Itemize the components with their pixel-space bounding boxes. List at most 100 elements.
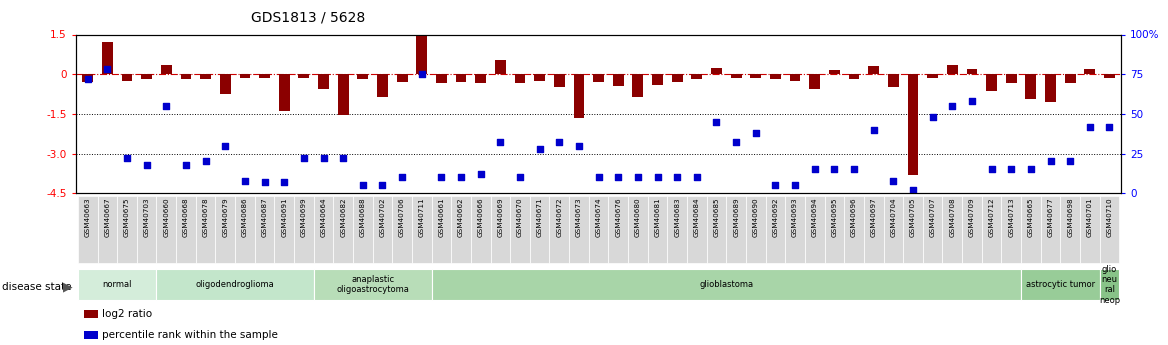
Text: GSM40702: GSM40702: [380, 197, 385, 237]
FancyBboxPatch shape: [235, 196, 255, 263]
Bar: [1006, 74, 1016, 83]
FancyBboxPatch shape: [785, 196, 805, 263]
FancyBboxPatch shape: [157, 196, 176, 263]
Text: GSM40710: GSM40710: [1106, 197, 1112, 237]
FancyBboxPatch shape: [1021, 269, 1099, 300]
Point: [530, 146, 549, 151]
Text: GSM40712: GSM40712: [988, 197, 995, 237]
Text: GSM40699: GSM40699: [301, 197, 307, 237]
Point: [1100, 124, 1119, 129]
Text: GSM40705: GSM40705: [910, 197, 916, 237]
FancyBboxPatch shape: [765, 196, 785, 263]
Point: [432, 175, 451, 180]
Bar: [220, 74, 230, 94]
Point: [472, 171, 491, 177]
Bar: [652, 74, 663, 85]
FancyBboxPatch shape: [1080, 196, 1099, 263]
Point: [491, 140, 509, 145]
Point: [844, 167, 863, 172]
Text: GSM40676: GSM40676: [616, 197, 621, 237]
Text: oligodendroglioma: oligodendroglioma: [196, 280, 274, 289]
FancyBboxPatch shape: [137, 196, 157, 263]
Bar: [397, 74, 408, 82]
Point: [157, 103, 175, 109]
FancyBboxPatch shape: [314, 269, 432, 300]
Bar: [986, 74, 997, 91]
FancyBboxPatch shape: [943, 196, 962, 263]
Bar: [868, 66, 880, 74]
Text: GSM40694: GSM40694: [812, 197, 818, 237]
Point: [904, 187, 923, 193]
Bar: [515, 74, 526, 83]
Text: GSM40663: GSM40663: [85, 197, 91, 237]
FancyBboxPatch shape: [117, 196, 137, 263]
Bar: [750, 74, 762, 78]
Text: GSM40660: GSM40660: [164, 197, 169, 237]
Point: [314, 156, 333, 161]
Point: [1022, 167, 1041, 172]
Point: [884, 178, 903, 183]
Text: GSM40666: GSM40666: [478, 197, 484, 237]
Bar: [82, 74, 93, 82]
FancyBboxPatch shape: [1099, 269, 1119, 300]
Text: GSM40707: GSM40707: [930, 197, 936, 237]
Point: [628, 175, 647, 180]
Point: [118, 156, 137, 161]
FancyBboxPatch shape: [412, 196, 432, 263]
FancyBboxPatch shape: [569, 196, 589, 263]
Bar: [1065, 74, 1076, 83]
Point: [334, 156, 353, 161]
Text: GSM40683: GSM40683: [674, 197, 680, 237]
Text: GSM40703: GSM40703: [144, 197, 150, 237]
Text: GSM40686: GSM40686: [242, 197, 248, 237]
Bar: [338, 74, 348, 115]
FancyBboxPatch shape: [78, 269, 157, 300]
FancyBboxPatch shape: [1021, 196, 1041, 263]
FancyBboxPatch shape: [294, 196, 314, 263]
Bar: [416, 36, 427, 74]
Text: GSM40691: GSM40691: [281, 197, 287, 237]
Point: [806, 167, 825, 172]
FancyBboxPatch shape: [667, 196, 687, 263]
Text: GSM40685: GSM40685: [714, 197, 719, 237]
FancyBboxPatch shape: [549, 196, 569, 263]
FancyBboxPatch shape: [471, 196, 491, 263]
Text: glio
neu
ral
neop: glio neu ral neop: [1099, 265, 1120, 305]
Bar: [731, 74, 742, 78]
Bar: [554, 74, 564, 87]
FancyBboxPatch shape: [628, 196, 648, 263]
Point: [176, 162, 195, 167]
FancyBboxPatch shape: [215, 196, 235, 263]
Point: [609, 175, 627, 180]
Text: GSM40678: GSM40678: [202, 197, 209, 237]
FancyBboxPatch shape: [432, 269, 1021, 300]
Text: GSM40692: GSM40692: [772, 197, 778, 237]
Bar: [927, 74, 938, 78]
Point: [589, 175, 607, 180]
Text: GSM40674: GSM40674: [596, 197, 602, 237]
Text: GSM40696: GSM40696: [851, 197, 857, 237]
Text: percentile rank within the sample: percentile rank within the sample: [102, 330, 278, 339]
Text: GSM40664: GSM40664: [320, 197, 327, 237]
Text: GSM40661: GSM40661: [438, 197, 444, 237]
FancyBboxPatch shape: [510, 196, 530, 263]
Point: [138, 162, 157, 167]
Bar: [239, 74, 250, 78]
Point: [707, 119, 725, 125]
Point: [274, 179, 293, 185]
FancyBboxPatch shape: [982, 196, 1001, 263]
Text: GSM40706: GSM40706: [399, 197, 405, 237]
Point: [746, 130, 765, 136]
FancyBboxPatch shape: [176, 196, 196, 263]
FancyBboxPatch shape: [314, 196, 333, 263]
Text: GSM40709: GSM40709: [969, 197, 975, 237]
Bar: [102, 42, 113, 74]
Bar: [121, 74, 132, 81]
Bar: [613, 74, 624, 86]
FancyBboxPatch shape: [274, 196, 294, 263]
Text: GSM40670: GSM40670: [517, 197, 523, 237]
Text: GSM40669: GSM40669: [498, 197, 503, 237]
Bar: [809, 74, 820, 89]
Text: GSM40665: GSM40665: [1028, 197, 1034, 237]
Point: [392, 175, 411, 180]
